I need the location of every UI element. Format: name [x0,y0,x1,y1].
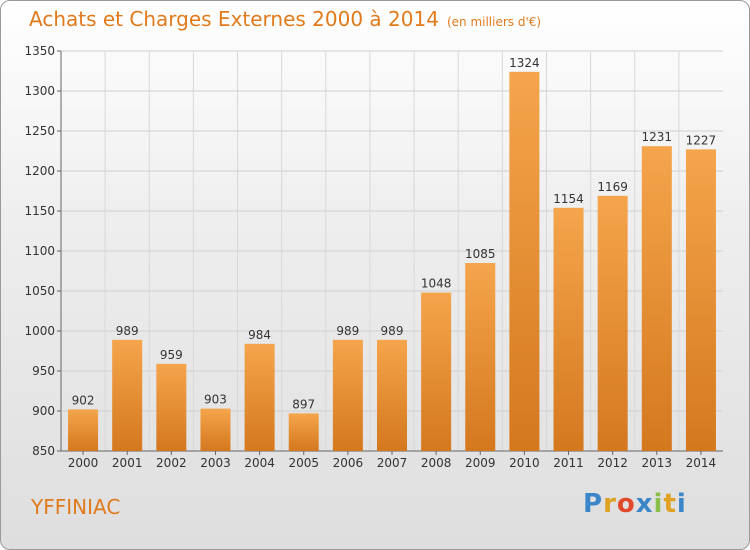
y-tick-label: 1250 [24,124,55,138]
bar-2004 [244,343,275,451]
value-label-2011: 1154 [553,192,584,206]
x-tick-label-2007: 2007 [377,456,408,470]
value-label-2002: 959 [160,348,183,362]
logo-letter: i [676,489,687,519]
value-labels: 902 989 959 903 984 897 989 989 1048 1085 1324 1154… [72,56,717,412]
value-label-2004: 984 [248,328,271,342]
bar-2001 [112,339,143,451]
value-label-2012: 1169 [597,180,628,194]
value-label-2010: 1324 [509,56,540,70]
value-label-2003: 903 [204,393,227,407]
logo-letter: t [663,489,677,519]
bar-2003 [200,408,231,451]
logo-letter: i [653,489,664,519]
value-label-2009: 1085 [465,247,496,261]
x-tick-label-2014: 2014 [686,456,717,470]
chart-title: Achats et Charges Externes 2000 à 2014 (e… [29,7,541,31]
bar-2014 [685,149,716,451]
bar-2002 [156,363,187,451]
bar-2013 [641,146,672,451]
x-tick-label-2005: 2005 [288,456,319,470]
logo-letter: o [616,489,636,519]
x-tick-label-2012: 2012 [597,456,628,470]
x-tick-label-2008: 2008 [421,456,452,470]
proxiti-logo: Proxiti [583,489,687,519]
x-tick-label-2006: 2006 [333,456,364,470]
chart-subtitle: (en milliers d'€) [446,15,542,29]
x-tick-label-2001: 2001 [112,456,143,470]
value-label-2000: 902 [72,393,95,407]
x-tick-label-2011: 2011 [553,456,584,470]
value-label-2007: 989 [381,324,404,338]
x-tick-label-2009: 2009 [465,456,496,470]
bar-2007 [376,339,408,451]
y-tick-label: 900 [32,404,55,418]
value-label-2014: 1227 [686,133,717,147]
tick-labels: 850 900 950 1000 1050 1100 1150 1200 1250 1300 135… [24,44,716,470]
y-tick-label: 1000 [24,324,55,338]
y-tick-label: 850 [32,444,55,458]
y-tick-label: 950 [32,364,55,378]
x-tick-label-2010: 2010 [509,456,540,470]
bar-2005 [288,413,319,451]
commune-name: YFFINIAC [31,495,121,519]
logo-letter: P [583,489,604,519]
y-tick-label: 1050 [24,284,55,298]
value-label-2013: 1231 [642,130,673,144]
value-label-2005: 897 [292,397,315,411]
x-tick-label-2003: 2003 [200,456,231,470]
logo-letter: r [603,489,617,519]
value-label-2006: 989 [336,324,359,338]
bar-2008 [421,292,452,451]
bar-2010 [509,71,540,452]
y-tick-label: 1150 [24,204,55,218]
bar-2011 [553,207,584,451]
y-tick-label: 1350 [24,44,55,58]
y-tick-label: 1100 [24,244,55,258]
x-tick-label-2004: 2004 [244,456,275,470]
bar-2009 [465,263,496,451]
y-tick-label: 1200 [24,164,55,178]
logo-letter: x [635,489,654,519]
x-tick-label-2000: 2000 [68,456,99,470]
y-tick-label: 1300 [24,84,55,98]
bars [68,71,716,452]
bar-2006 [332,339,363,451]
bar-2012 [597,195,628,451]
x-tick-label-2002: 2002 [156,456,187,470]
value-label-2008: 1048 [421,277,452,291]
bar-2000 [68,409,99,451]
value-label-2001: 989 [116,324,139,338]
x-tick-label-2013: 2013 [642,456,673,470]
chart-title-text: Achats et Charges Externes 2000 à 2014 [29,7,439,31]
